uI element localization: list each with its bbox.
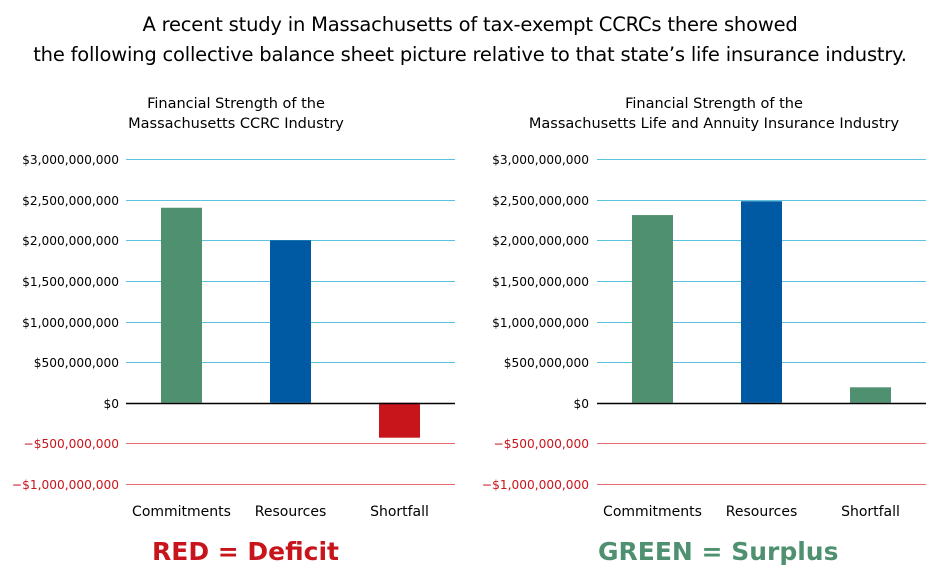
right-bar-commitments — [632, 215, 673, 403]
right-chart: $3,000,000,000 $2,500,000,000 $2,000,000,0… — [482, 153, 926, 520]
left-chart-title-line-1: Financial Strength of the — [147, 96, 325, 112]
left-ytick-label: $2,500,000,000 — [22, 194, 119, 208]
right-ytick-label: $500,000,000 — [504, 356, 589, 370]
right-ytick-label: −$500,000,000 — [493, 437, 589, 451]
right-bar-resources — [741, 201, 782, 403]
right-category-label: Shortfall — [841, 504, 900, 520]
left-chart-title-line-2: Massachusetts CCRC Industry — [128, 116, 344, 132]
left-category-label: Commitments — [132, 504, 231, 520]
left-chart-title: Financial Strength of the Massachusetts … — [66, 94, 406, 134]
right-ytick-label: −$1,000,000,000 — [482, 478, 589, 492]
left-ytick-label: −$1,000,000,000 — [12, 478, 119, 492]
right-ytick-label: $2,000,000,000 — [492, 234, 589, 248]
right-category-label: Resources — [726, 504, 798, 520]
right-ytick-label: $0 — [573, 397, 589, 411]
legend-surplus: GREEN = Surplus — [598, 537, 839, 566]
left-ytick-label: $500,000,000 — [34, 356, 119, 370]
right-ytick-label: $1,500,000,000 — [492, 275, 589, 289]
left-ytick-label: $1,000,000,000 — [22, 316, 119, 330]
left-ytick-label: −$500,000,000 — [23, 437, 119, 451]
left-category-label: Resources — [255, 504, 327, 520]
left-chart: $3,000,000,000 $2,500,000,000 $2,000,000,0… — [12, 153, 455, 520]
left-bar-resources — [270, 240, 311, 403]
headline: A recent study in Massachusetts of tax-e… — [0, 10, 940, 70]
left-ytick-label: $3,000,000,000 — [22, 153, 119, 167]
left-bar-shortfall — [379, 402, 420, 438]
headline-line-2: the following collective balance sheet p… — [33, 43, 907, 66]
left-ytick-label: $0 — [103, 397, 119, 411]
legend-deficit: RED = Deficit — [152, 537, 340, 566]
left-bar-commitments — [161, 207, 202, 403]
right-ytick-label: $3,000,000,000 — [492, 153, 589, 167]
right-bar-shortfall — [850, 387, 891, 403]
left-ytick-label: $1,500,000,000 — [22, 275, 119, 289]
headline-line-1: A recent study in Massachusetts of tax-e… — [142, 13, 798, 36]
right-chart-title: Financial Strength of the Massachusetts … — [485, 94, 940, 134]
right-ytick-label: $2,500,000,000 — [492, 194, 589, 208]
right-chart-title-line-2: Massachusetts Life and Annuity Insurance… — [528, 116, 900, 132]
left-category-label: Shortfall — [370, 504, 429, 520]
right-chart-title-line-1: Financial Strength of the — [625, 96, 803, 112]
left-ytick-label: $2,000,000,000 — [22, 234, 119, 248]
right-ytick-label: $1,000,000,000 — [492, 316, 589, 330]
right-category-label: Commitments — [603, 504, 702, 520]
